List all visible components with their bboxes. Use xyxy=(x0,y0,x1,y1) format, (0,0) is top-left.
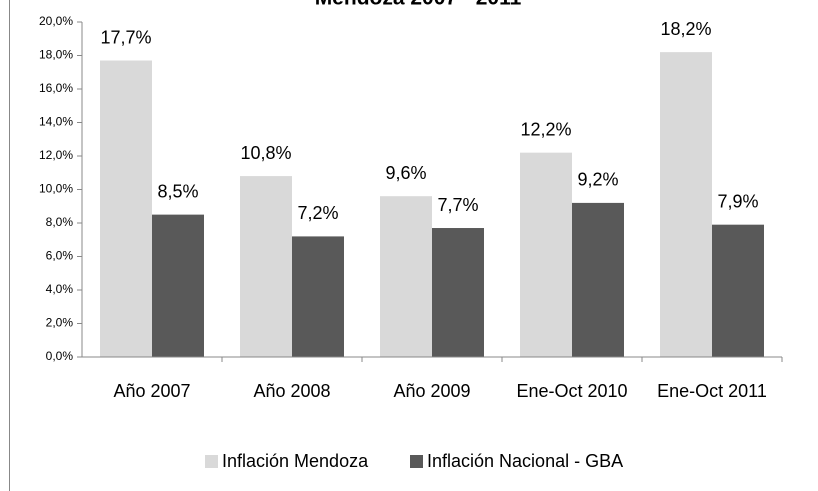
x-tick-label: Año 2007 xyxy=(113,381,190,401)
chart-title: Mendoza 2007 - 2011 xyxy=(315,0,522,10)
y-tick-label: 14,0% xyxy=(39,115,73,129)
x-tick-label: Ene-Oct 2011 xyxy=(657,381,767,401)
y-tick-label: 16,0% xyxy=(39,81,73,95)
y-tick-label: 8,0% xyxy=(46,215,74,229)
x-tick-label: Ene-Oct 2010 xyxy=(516,381,627,401)
bar xyxy=(520,152,572,357)
data-label: 8,5% xyxy=(157,181,198,201)
bar xyxy=(712,224,764,357)
legend-label: Inflación Nacional - GBA xyxy=(427,451,623,471)
y-tick-label: 6,0% xyxy=(46,249,74,263)
y-tick-label: 18,0% xyxy=(39,48,73,62)
data-label: 12,2% xyxy=(520,119,571,139)
data-label: 10,8% xyxy=(240,143,291,163)
x-tick-label: Año 2008 xyxy=(253,381,330,401)
bar xyxy=(152,214,204,357)
y-tick-label: 4,0% xyxy=(46,282,74,296)
data-label: 7,9% xyxy=(717,191,758,211)
bar xyxy=(292,236,344,357)
y-tick-label: 10,0% xyxy=(39,182,73,196)
bar xyxy=(432,228,484,357)
y-tick-label: 20,0% xyxy=(39,14,73,28)
data-label: 18,2% xyxy=(660,19,711,39)
x-tick-label: Año 2009 xyxy=(393,381,470,401)
data-label: 7,7% xyxy=(437,195,478,215)
legend-swatch xyxy=(205,455,218,468)
data-label: 7,2% xyxy=(297,203,338,223)
legend-label: Inflación Mendoza xyxy=(222,451,369,471)
chart-frame xyxy=(9,0,10,491)
bar xyxy=(240,176,292,357)
bar xyxy=(660,52,712,358)
bar xyxy=(572,202,624,357)
legend-swatch xyxy=(410,455,423,468)
bar xyxy=(380,196,432,357)
y-tick-label: 0,0% xyxy=(46,349,74,363)
data-label: 9,2% xyxy=(577,170,618,190)
y-tick-label: 12,0% xyxy=(39,148,73,162)
bar xyxy=(100,60,152,358)
data-label: 9,6% xyxy=(385,163,426,183)
data-label: 17,7% xyxy=(100,27,151,47)
y-tick-label: 2,0% xyxy=(46,316,74,330)
